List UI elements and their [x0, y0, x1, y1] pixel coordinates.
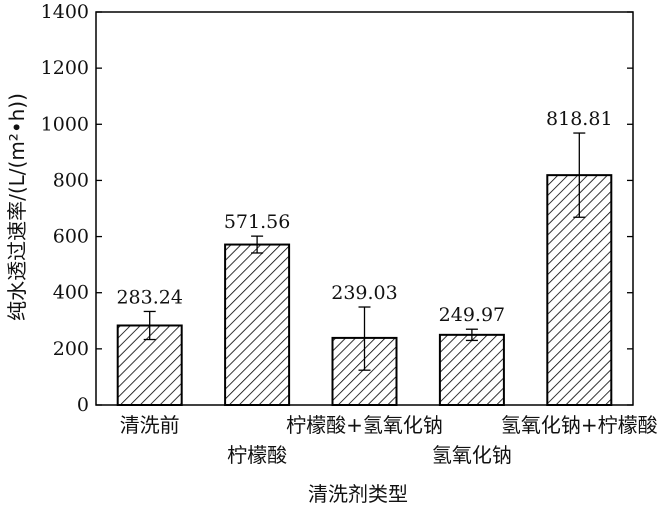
bar-series	[116, 132, 613, 407]
y-tick-label: 1200	[41, 57, 89, 79]
x-category-label: 柠檬酸+氢氧化钠	[286, 413, 443, 437]
bar	[438, 333, 505, 407]
bar	[116, 324, 183, 406]
tick-labels: 0 200 400 600 800 1000 1200 1400 283.24 清洗前 571.56…	[41, 1, 658, 467]
bar	[224, 243, 291, 406]
y-tick-label: 1000	[41, 113, 89, 135]
data-label: 818.81	[546, 108, 612, 130]
data-label: 283.24	[116, 286, 182, 308]
x-category-label: 氢氧化钠	[432, 443, 512, 467]
y-tick-label: 800	[53, 169, 89, 191]
y-tick-label: 600	[53, 226, 89, 248]
data-label: 249.97	[439, 304, 505, 326]
y-tick-label: 200	[53, 338, 89, 360]
data-label: 571.56	[224, 211, 290, 233]
y-tick-label: 0	[77, 394, 89, 416]
x-category-label: 清洗前	[120, 413, 180, 437]
x-axis-title: 清洗剂类型	[308, 482, 408, 506]
y-tick-label: 400	[53, 282, 89, 304]
y-tick-label: 1400	[41, 1, 89, 23]
data-label: 239.03	[331, 282, 397, 304]
y-axis-title: 纯水透过速率/(L/(m²•h))	[5, 93, 29, 321]
x-category-label: 氢氧化钠+柠檬酸	[501, 413, 658, 437]
x-category-label: 柠檬酸	[227, 443, 287, 467]
